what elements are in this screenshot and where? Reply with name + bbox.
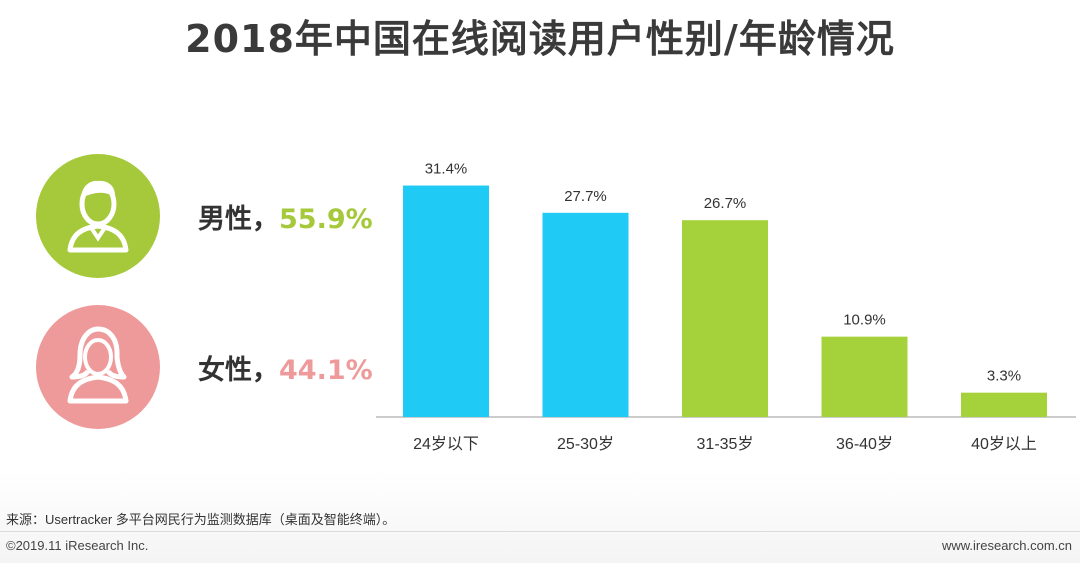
data-label-4: 3.3% xyxy=(987,368,1021,385)
footer-band xyxy=(0,470,1080,563)
page-title: 2018年中国在线阅读用户性别/年龄情况 xyxy=(185,17,895,61)
female-text: 女性，44.1% xyxy=(198,348,373,387)
x-tick-label-3: 36-40岁 xyxy=(836,435,893,453)
age-bar-chart: 31.4% 24岁以下 27.7% 25-30岁 26.7% 31-35岁 10.9% 36-… xyxy=(376,140,1076,470)
x-tick-label-1: 25-30岁 xyxy=(557,435,614,453)
male-percent: 55.9% xyxy=(279,203,373,235)
female-percent: 44.1% xyxy=(279,354,373,386)
bar-1 xyxy=(542,212,629,417)
source-note: 来源：Usertracker 多平台网民行为监测数据库（桌面及智能终端）。 xyxy=(6,512,396,527)
data-label-1: 27.7% xyxy=(564,188,607,205)
data-label-0: 31.4% xyxy=(425,161,468,178)
website-link[interactable]: www.iresearch.com.cn xyxy=(941,538,1072,553)
female-avatar-icon xyxy=(36,305,160,429)
x-tick-label-4: 40岁以上 xyxy=(971,435,1037,453)
data-label-3: 10.9% xyxy=(843,312,886,329)
female-stat: 女性，44.1% xyxy=(36,305,373,429)
copyright: ©2019.11 iResearch Inc. xyxy=(6,538,149,553)
bar-2 xyxy=(682,220,768,417)
chart-canvas: 31.4% 24岁以下 27.7% 25-30岁 26.7% 31-35岁 10.9% 36-… xyxy=(376,161,1076,453)
male-label: 男性， xyxy=(198,203,279,235)
male-text: 男性，55.9% xyxy=(198,197,373,236)
female-label: 女性， xyxy=(198,354,279,386)
male-stat: 男性，55.9% xyxy=(36,154,373,278)
bar-0 xyxy=(403,185,489,417)
bar-4 xyxy=(961,392,1047,417)
data-label-2: 26.7% xyxy=(704,195,747,212)
x-tick-label-0: 24岁以下 xyxy=(413,435,479,453)
footer-divider xyxy=(0,531,1080,532)
male-avatar-icon xyxy=(36,154,160,278)
bar-3 xyxy=(821,336,908,417)
x-tick-label-2: 31-35岁 xyxy=(697,435,754,453)
